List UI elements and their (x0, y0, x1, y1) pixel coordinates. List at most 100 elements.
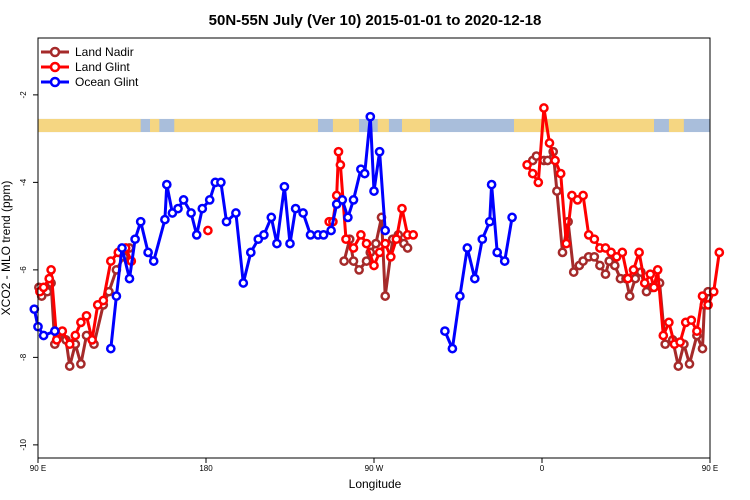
strip-land-segment (377, 118, 389, 133)
strip-land-segment (38, 118, 141, 133)
data-point (148, 256, 159, 266)
data-point (561, 238, 572, 249)
data-point (203, 225, 213, 236)
data-point (589, 251, 600, 262)
data-point (697, 343, 708, 354)
data-point (173, 203, 183, 214)
data-point (600, 269, 611, 280)
x-tick-label: 90 E (30, 464, 46, 473)
data-point (178, 195, 189, 205)
data-point (447, 343, 458, 354)
data-point (361, 238, 372, 249)
strip-land-segment (150, 118, 160, 133)
data-point (692, 326, 702, 336)
data-point (649, 282, 659, 293)
y-tick-label: -2 (19, 91, 28, 99)
series-ocean-glint (29, 111, 517, 354)
data-point (279, 181, 290, 192)
series-layer (29, 103, 725, 371)
data-point (385, 251, 396, 262)
x-tick-label: 90 E (702, 464, 718, 473)
data-point (371, 238, 381, 249)
data-point (305, 230, 316, 240)
data-point (245, 247, 256, 258)
data-point (639, 278, 650, 288)
data-point (568, 267, 579, 277)
strip-land-segment (514, 118, 654, 133)
data-point (630, 273, 641, 284)
data-point (380, 291, 391, 301)
data-point (272, 238, 282, 249)
data-point (469, 273, 480, 284)
x-axis-label: Longitude (349, 477, 402, 491)
data-point (374, 146, 385, 157)
data-point (38, 330, 49, 341)
strip-land-segment (402, 118, 430, 133)
data-point (333, 146, 344, 157)
data-point (391, 234, 402, 245)
data-point (533, 177, 544, 188)
legend-label: Land Nadir (75, 45, 134, 59)
series-line (32, 308, 56, 337)
data-point (486, 179, 497, 190)
data-point (341, 234, 351, 245)
data-point (628, 265, 639, 275)
data-point (624, 291, 635, 301)
data-point (544, 138, 555, 148)
data-point (484, 216, 495, 227)
data-point (623, 273, 633, 284)
data-point (117, 243, 127, 253)
data-point (81, 310, 92, 321)
data-point (29, 304, 40, 315)
data-point (216, 177, 226, 188)
legend-label: Land Glint (75, 60, 130, 74)
data-point (259, 230, 269, 240)
data-point (374, 247, 385, 258)
data-point (87, 335, 97, 345)
data-point (124, 273, 135, 284)
data-point (161, 179, 172, 190)
data-point (380, 225, 391, 236)
data-point (348, 243, 359, 253)
data-point (348, 256, 359, 266)
data-point (660, 339, 671, 350)
data-point (111, 291, 122, 301)
data-point (339, 256, 349, 266)
data-point (143, 247, 153, 258)
data-point (285, 238, 295, 249)
data-point (408, 230, 419, 240)
data-point (64, 339, 75, 350)
data-point (343, 212, 353, 223)
strip-land-segment (668, 118, 684, 133)
data-point (57, 326, 68, 336)
legend-swatch-marker (49, 76, 61, 88)
data-point (369, 260, 379, 271)
data-point (298, 208, 308, 218)
data-point (539, 103, 549, 113)
data-point (542, 155, 553, 166)
data-point (697, 291, 708, 301)
data-point (197, 203, 208, 214)
data-point (714, 247, 725, 258)
data-point (552, 186, 562, 196)
data-point (609, 260, 620, 271)
strip-land-segment (332, 118, 360, 133)
data-point (38, 282, 49, 293)
data-point (477, 234, 488, 245)
data-point (361, 256, 372, 266)
x-tick-label: 0 (540, 464, 545, 473)
series-line (531, 150, 710, 368)
data-point (49, 326, 60, 336)
data-point (105, 343, 116, 354)
data-point (658, 330, 669, 341)
data-point (380, 238, 391, 249)
data-point (359, 168, 370, 179)
data-point (105, 256, 116, 266)
data-point (578, 190, 588, 201)
data-point (186, 208, 196, 218)
ticks-layer: 90 E 180 90 W 0 90 E -2 -4 -6 -8 -10 (19, 91, 718, 473)
legend-label: Ocean Glint (75, 75, 139, 89)
data-point (440, 326, 450, 336)
data-point (44, 273, 55, 284)
data-point (589, 234, 600, 245)
